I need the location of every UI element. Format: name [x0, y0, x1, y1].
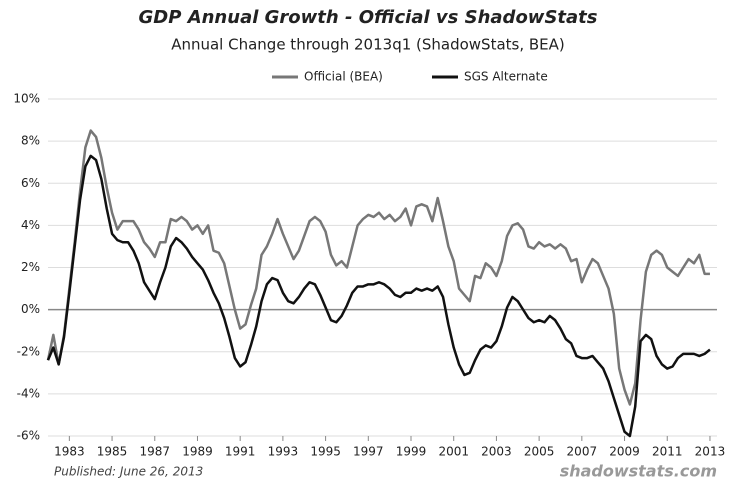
x-tick-label: 2007 — [567, 445, 598, 459]
legend-label: Official (BEA) — [304, 70, 383, 84]
y-tick-label: 10% — [13, 92, 40, 106]
y-tick-label: 0% — [21, 302, 40, 316]
x-tick-label: 1983 — [54, 445, 85, 459]
x-tick-label: 1987 — [139, 445, 170, 459]
series-line — [46, 129, 710, 406]
y-tick-label: 2% — [21, 260, 40, 274]
x-tick-label: 2011 — [652, 445, 683, 459]
x-tick-label: 1991 — [225, 445, 256, 459]
x-tick-label: 2003 — [481, 445, 512, 459]
x-tick-label: 1995 — [310, 445, 341, 459]
y-tick-label: 8% — [21, 134, 40, 148]
x-tick-label: 2009 — [609, 445, 640, 459]
y-tick-label: 6% — [21, 176, 40, 190]
source-note: shadowstats.com — [560, 462, 717, 481]
chart-subtitle: Annual Change through 2013q1 (ShadowStat… — [171, 36, 565, 54]
y-tick-label: -2% — [17, 344, 40, 358]
x-tick-label: 1999 — [396, 445, 427, 459]
y-tick-label: -6% — [17, 429, 40, 443]
x-tick-label: 1993 — [268, 445, 299, 459]
published-note: Published: June 26, 2013 — [54, 465, 203, 479]
x-tick-label: 2013 — [695, 445, 726, 459]
y-tick-label: -4% — [17, 386, 40, 400]
series-line — [46, 154, 711, 438]
legend-label: SGS Alternate — [464, 70, 548, 84]
x-tick-label: 1985 — [97, 445, 128, 459]
x-tick-label: 2005 — [524, 445, 555, 459]
x-tick-label: 2001 — [438, 445, 469, 459]
chart-title: GDP Annual Growth - Official vs ShadowSt… — [139, 7, 598, 28]
y-tick-label: 4% — [21, 218, 40, 232]
x-tick-label: 1997 — [353, 445, 384, 459]
x-tick-label: 1989 — [182, 445, 213, 459]
